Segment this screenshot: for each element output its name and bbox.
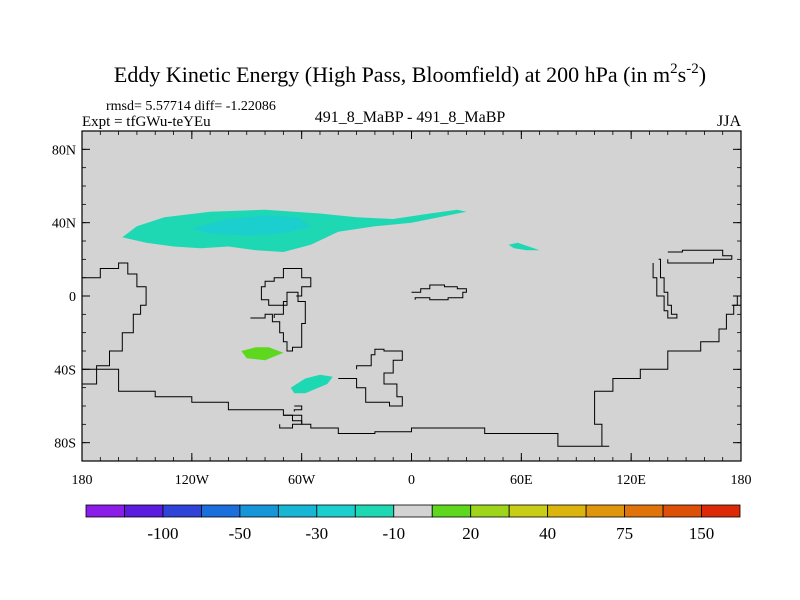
x-tick-label: 120W: [175, 473, 210, 488]
colorbar-label: -50: [229, 524, 252, 543]
colorbar-swatch: [354, 504, 395, 518]
colorbar-label: -100: [147, 524, 178, 543]
coastline-5: [411, 284, 467, 301]
season-label: JJA: [717, 113, 741, 130]
colorbar-swatch: [508, 504, 549, 518]
x-tick-label: 180: [72, 473, 93, 488]
coastline-3: [260, 268, 312, 306]
colorbar: -100 -50 -30 -10 20 40 75 150: [85, 504, 741, 543]
colorbar-swatch: [547, 504, 587, 518]
colorbar-label: 40: [539, 524, 556, 543]
x-axis: 180 120W 60W 0 60E 120E 180: [72, 131, 752, 488]
colorbar-label: -10: [382, 524, 405, 543]
x-tick-label: 60W: [288, 473, 316, 488]
coastline-8: [667, 249, 733, 264]
colorbar-swatch: [124, 504, 164, 518]
coastline-0: [82, 262, 147, 385]
colorbar-swatch: [393, 504, 433, 518]
colorbar-swatch: [470, 504, 510, 518]
coastlines: [82, 249, 741, 447]
colorbar-label: 75: [616, 524, 633, 543]
y-tick-label: 80S: [54, 437, 76, 452]
colorbar-swatch: [316, 504, 356, 518]
x-tick-label: 120E: [616, 473, 646, 488]
subtitle-text: 491_8_MaBP - 491_8_MaBP: [315, 109, 506, 126]
expt-text: Expt = tfGWu-teYEu: [82, 114, 211, 130]
colorbar-label: 20: [462, 524, 479, 543]
y-axis: 80N 40N 0 40S 80S: [52, 130, 741, 462]
x-tick-label: 180: [731, 473, 752, 488]
colorbar-label: -30: [305, 524, 328, 543]
colorbar-swatch: [201, 504, 241, 518]
coastline-9: [652, 258, 678, 319]
stats-text: rmsd= 5.57714 diff= -1.22086: [106, 99, 276, 114]
coastline-7: [293, 405, 303, 412]
colorbar-swatch: [85, 504, 125, 518]
map-background: [82, 131, 741, 461]
coastline-6: [279, 414, 303, 429]
y-tick-label: 80N: [52, 143, 76, 158]
colorbar-swatch: [239, 504, 279, 518]
coastline-1: [82, 296, 741, 447]
x-tick-label: 0: [408, 473, 415, 488]
colorbar-swatch: [624, 504, 664, 518]
y-tick-label: 0: [69, 290, 76, 305]
south-atlantic-patch: [290, 374, 333, 394]
north-pacific-jet-core: [191, 215, 311, 236]
coastline-4: [338, 348, 403, 407]
shaded-regions: [122, 209, 540, 394]
arabian-sea-patch: [508, 242, 540, 251]
south-america-positive-patch: [241, 347, 284, 361]
colorbar-swatch: [431, 504, 472, 518]
colorbar-label: 150: [689, 524, 715, 543]
colorbar-swatch: [162, 504, 202, 518]
colorbar-swatch: [662, 504, 702, 518]
x-tick-label: 60E: [510, 473, 533, 488]
colorbar-swatch: [701, 504, 741, 518]
y-tick-label: 40N: [52, 217, 76, 232]
y-tick-label: 40S: [54, 363, 76, 378]
north-pacific-jet-outer: [122, 209, 467, 252]
chart-title: Eddy Kinetic Energy (High Pass, Bloomfie…: [114, 61, 706, 87]
colorbar-swatch: [585, 504, 625, 518]
colorbar-swatch: [277, 504, 318, 518]
